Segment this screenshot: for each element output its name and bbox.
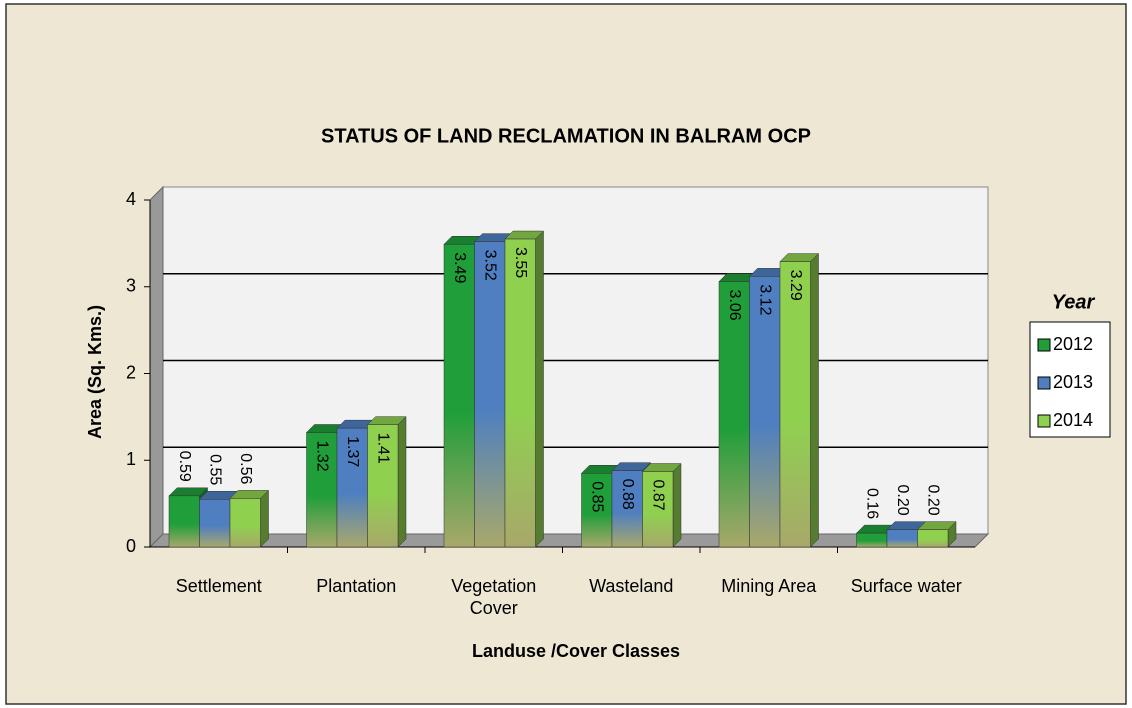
legend-label: 2012 xyxy=(1053,334,1093,354)
bar xyxy=(168,495,200,548)
x-tick-label: Plantation xyxy=(316,576,397,596)
data-label: 0.59 xyxy=(176,451,193,482)
bar xyxy=(504,238,536,548)
data-label: 0.87 xyxy=(650,480,667,511)
data-label: 0.20 xyxy=(894,485,911,516)
chart-title: STATUS OF LAND RECLAMATION IN BALRAM OCP xyxy=(321,125,811,147)
y-tick-label: 0 xyxy=(126,536,136,556)
data-label: 3.06 xyxy=(726,290,743,321)
data-label: 1.41 xyxy=(375,433,392,464)
data-label: 3.52 xyxy=(482,250,499,281)
y-tick-label: 4 xyxy=(126,189,136,209)
legend-swatch xyxy=(1037,414,1051,428)
data-label: 0.56 xyxy=(237,453,254,484)
legend-label: 2013 xyxy=(1053,372,1093,392)
y-tick-label: 2 xyxy=(126,362,136,382)
bar xyxy=(611,470,643,548)
bar xyxy=(581,473,613,548)
bar xyxy=(886,529,918,548)
y-axis-title: Area (Sq. Kms.) xyxy=(85,305,105,439)
data-label: 3.29 xyxy=(787,270,804,301)
data-label: 3.55 xyxy=(512,247,529,278)
bar xyxy=(856,532,888,548)
bar xyxy=(642,471,674,548)
bar xyxy=(367,424,399,548)
legend-title: Year xyxy=(1052,291,1096,313)
bar xyxy=(336,427,368,548)
bar xyxy=(229,498,261,548)
data-label: 0.88 xyxy=(619,479,636,510)
bar-side xyxy=(260,489,269,548)
bar xyxy=(306,432,338,548)
data-label: 0.16 xyxy=(864,488,881,519)
bar xyxy=(749,276,781,548)
bar xyxy=(443,243,475,548)
data-label: 0.85 xyxy=(589,481,606,512)
data-label: 0.20 xyxy=(925,485,942,516)
y-tick-label: 1 xyxy=(126,449,136,469)
x-tick-label: Settlement xyxy=(175,576,262,596)
legend-swatch xyxy=(1037,338,1051,352)
x-tick-label: Wasteland xyxy=(589,576,674,596)
side-wall xyxy=(149,185,164,549)
bar xyxy=(779,261,811,548)
x-tick-label: Vegetation Cover xyxy=(451,576,537,618)
data-label: 1.32 xyxy=(314,440,331,471)
legend-label: 2014 xyxy=(1053,410,1093,430)
bar xyxy=(718,281,750,548)
data-label: 0.55 xyxy=(207,454,224,485)
bar-side xyxy=(397,416,407,548)
bar xyxy=(474,241,506,548)
bar-side xyxy=(535,230,544,548)
data-label: 3.12 xyxy=(757,284,774,315)
bar-side xyxy=(672,462,682,548)
x-tick-label: Surface water xyxy=(850,576,962,596)
data-label: 1.37 xyxy=(344,436,361,467)
bar xyxy=(917,529,949,548)
bar xyxy=(199,499,231,548)
x-tick-label: Mining Area xyxy=(721,576,817,596)
y-tick-label: 3 xyxy=(126,276,136,296)
x-axis-title: Landuse /Cover Classes xyxy=(472,641,680,661)
legend-swatch xyxy=(1037,376,1051,390)
bar-side xyxy=(810,252,819,548)
data-label: 3.49 xyxy=(451,252,468,283)
